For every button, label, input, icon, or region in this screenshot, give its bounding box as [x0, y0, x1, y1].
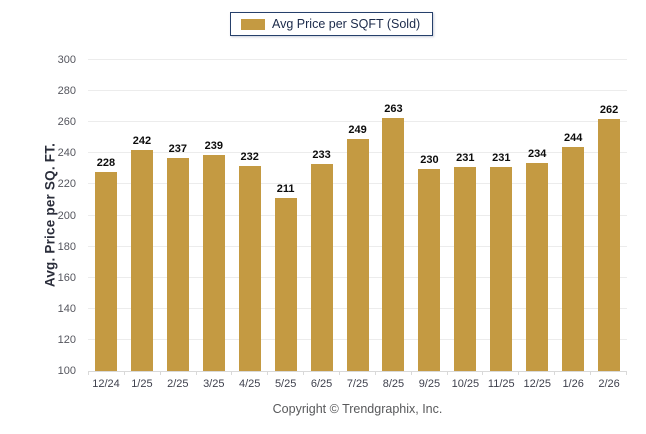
bar-slot-8-25: 263	[376, 60, 412, 371]
x-tick	[340, 371, 376, 375]
bar-slot-2-26: 262	[591, 60, 627, 371]
bar[interactable]	[346, 139, 369, 371]
y-tick-label: 180	[57, 240, 76, 253]
x-axis-label: 10/25	[451, 378, 480, 390]
x-tick	[448, 371, 484, 375]
bar[interactable]	[310, 164, 333, 371]
x-axis-label: 6/25	[310, 378, 333, 390]
x-axis-label: 8/25	[382, 378, 405, 390]
bar[interactable]	[490, 167, 513, 371]
plot-area: 228 242 237 239 232 211 233 249 263 230 231 231 234 2…	[88, 59, 627, 372]
bar-value-label: 249	[348, 124, 367, 137]
y-tick-label: 200	[57, 209, 76, 222]
bar-value-label: 242	[132, 135, 152, 148]
bar-value-label: 263	[384, 102, 403, 115]
bar[interactable]	[382, 117, 405, 371]
x-axis-label: 3/25	[203, 378, 225, 390]
copyright-text: Copyright © Trendgraphix, Inc.	[272, 402, 443, 416]
x-tick	[161, 371, 197, 375]
bar[interactable]	[94, 171, 117, 371]
bar-slot-9-25: 230	[411, 60, 447, 371]
bar-value-label: 239	[204, 139, 223, 152]
bar[interactable]	[418, 168, 441, 371]
bar-value-label: 237	[168, 142, 188, 155]
x-axis-label: 5/25	[274, 378, 297, 390]
bar-value-label: 234	[528, 147, 547, 160]
bar-value-label: 262	[599, 104, 619, 117]
bar-value-label: 230	[420, 153, 439, 166]
gridline	[88, 90, 627, 92]
x-axis-label: 2/25	[167, 378, 189, 390]
x-tick	[197, 371, 233, 375]
bar-slot-2-25: 237	[160, 60, 196, 371]
x-axis-label: 11/25	[487, 378, 515, 390]
bar-slot-1-25: 242	[124, 60, 160, 371]
x-axis-label: 9/25	[418, 378, 441, 390]
bar-value-label: 232	[240, 150, 259, 163]
bar-value-label: 231	[456, 152, 475, 165]
gridline	[88, 59, 627, 60]
x-tick	[88, 371, 125, 375]
bar[interactable]	[598, 119, 621, 371]
bar[interactable]	[274, 198, 297, 371]
bar[interactable]	[130, 150, 153, 371]
bar-slot-6-25: 233	[304, 60, 340, 371]
x-axis-label: 4/25	[239, 378, 261, 390]
y-tick-label: 260	[57, 116, 76, 129]
y-tick-label: 220	[57, 178, 76, 191]
bar-slot-11-25: 231	[483, 60, 519, 371]
bar[interactable]	[562, 147, 585, 371]
bar[interactable]	[526, 162, 549, 371]
x-tick	[304, 371, 341, 375]
y-tick-label: 300	[57, 54, 76, 66]
bar[interactable]	[238, 165, 261, 371]
y-tick-label: 240	[57, 147, 76, 160]
x-axis-label: 7/25	[346, 378, 369, 390]
legend-swatch	[241, 18, 265, 30]
bar-value-label: 244	[563, 132, 583, 145]
x-axis-label: 12/24	[92, 378, 120, 390]
bar[interactable]	[166, 157, 189, 371]
y-axis-labels: 100 120 140 160 180 200 220 240 260 280 300	[0, 54, 82, 377]
x-axis-label: 2/26	[598, 378, 620, 390]
x-tick	[268, 371, 305, 375]
bar[interactable]	[454, 167, 477, 371]
x-tick	[555, 371, 592, 375]
bar-slot-10-25: 231	[447, 60, 483, 371]
x-axis-ticks	[88, 371, 627, 375]
bar-slot-4-25: 232	[232, 60, 268, 371]
x-tick	[483, 371, 520, 375]
x-tick	[125, 371, 161, 375]
bar[interactable]	[202, 154, 225, 371]
bar-value-label: 231	[492, 152, 511, 165]
bar-slot-1-26: 244	[555, 60, 591, 371]
y-tick-label: 280	[57, 85, 76, 98]
bar-slot-5-25: 211	[268, 60, 304, 371]
bar-slot-12-25: 234	[519, 60, 555, 371]
bar-value-label: 211	[276, 183, 295, 196]
bar-slot-7-25: 249	[340, 60, 376, 371]
bar-slot-12-24: 228	[88, 60, 124, 371]
y-tick-label: 120	[57, 333, 76, 346]
x-tick	[412, 371, 448, 375]
legend-label: Avg Price per SQFT (Sold)	[272, 17, 421, 31]
x-axis-labels: 12/24 1/25 2/25 3/25 4/25 5/25 6/25 7/25 8/25 9/2…	[88, 378, 627, 390]
x-tick	[232, 371, 269, 375]
bar-value-label: 233	[312, 149, 331, 162]
y-tick-label: 140	[57, 302, 76, 315]
bar-slot-3-25: 239	[196, 60, 232, 371]
x-tick	[376, 371, 412, 375]
y-tick-label: 100	[57, 365, 76, 377]
bar-value-label: 228	[96, 156, 116, 169]
x-axis-label: 1/25	[131, 378, 153, 390]
x-tick	[591, 371, 627, 375]
gridline	[88, 121, 627, 123]
x-axis-label: 12/25	[523, 378, 551, 390]
legend: Avg Price per SQFT (Sold)	[230, 12, 434, 36]
y-tick-label: 160	[57, 271, 76, 284]
x-axis-label: 1/26	[562, 378, 584, 390]
x-tick	[519, 371, 556, 375]
bars-row: 228 242 237 239 232 211 233 249 263 230 231 231 234 2…	[88, 60, 627, 371]
